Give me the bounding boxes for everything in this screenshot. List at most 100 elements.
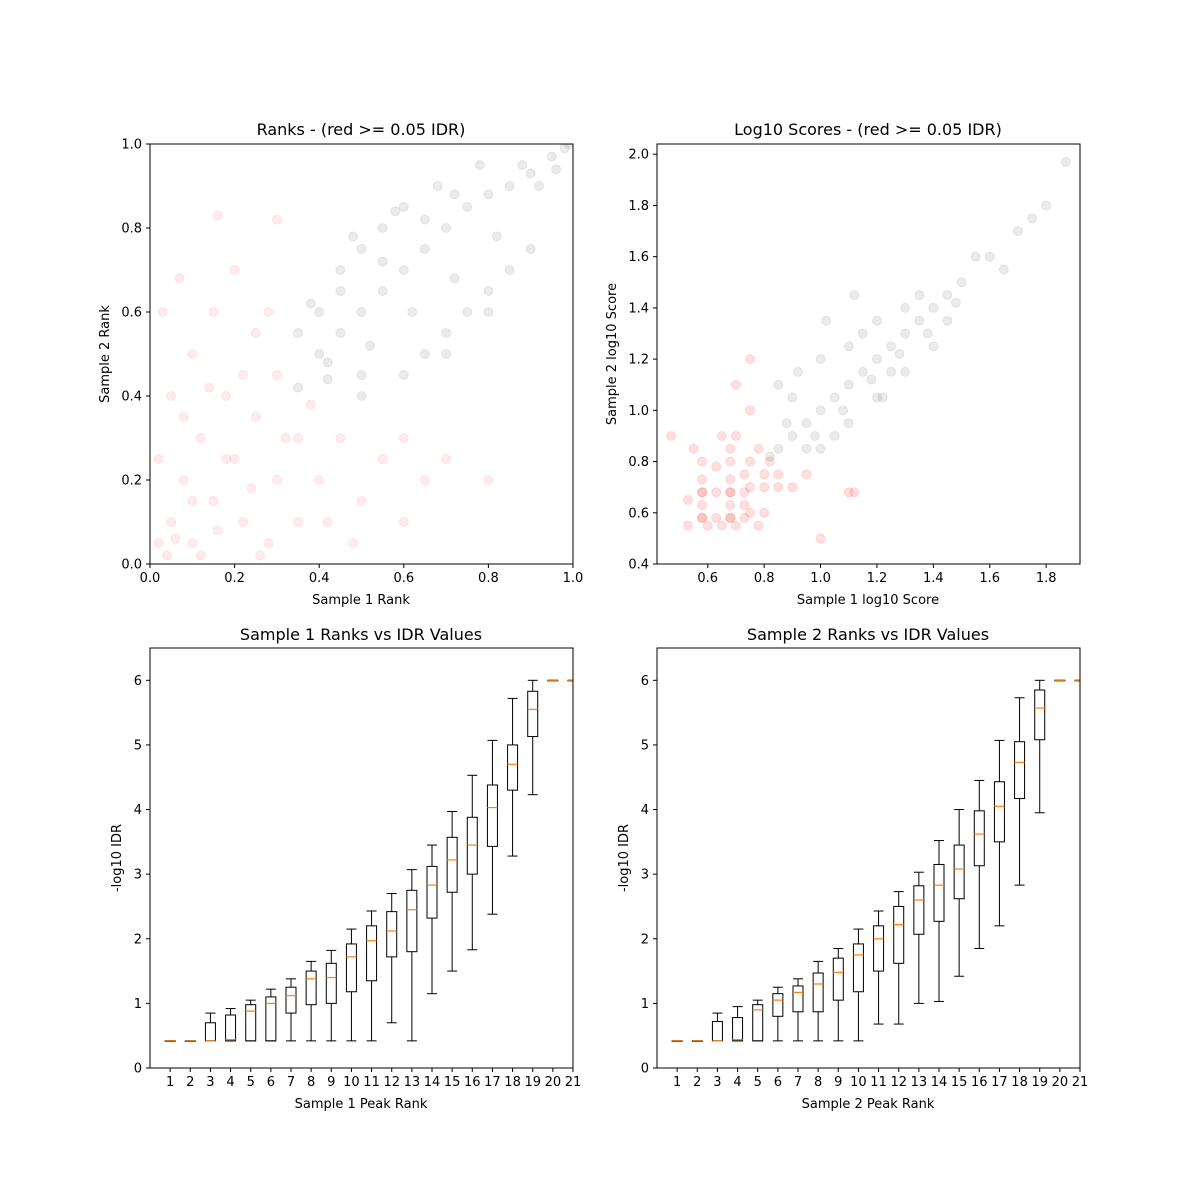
scatter-point-pass <box>419 214 430 225</box>
box-body <box>305 970 317 1006</box>
scatter-point-pass <box>348 231 359 242</box>
scatter-point-fail <box>263 538 274 548</box>
scatter-point-fail <box>725 443 736 454</box>
scatter-point-fail <box>745 354 756 365</box>
scatter-point-fail <box>725 512 736 523</box>
axes-frame-s1 <box>149 647 574 1069</box>
x-tick-label: 1.0 <box>563 571 584 586</box>
box-body <box>386 911 398 958</box>
y-tick-label: 0.0 <box>121 558 142 573</box>
scatter-point-fail <box>815 533 826 544</box>
scatter-point-pass <box>314 307 325 317</box>
scatter-point-pass <box>449 189 460 200</box>
scatter-point-pass <box>815 405 826 416</box>
scatter-point-pass <box>491 231 502 242</box>
y-tick-label: 1.0 <box>628 404 649 419</box>
scatter-point-pass <box>773 379 784 390</box>
chart-title-ranks: Ranks - (red >= 0.05 IDR) <box>257 120 466 139</box>
x-tick-label: 4 <box>733 1075 741 1090</box>
scatter-point-pass <box>1041 200 1052 211</box>
y-tick-label: 4 <box>641 803 649 818</box>
scatter-point-pass <box>356 370 367 380</box>
scatter-point-pass <box>504 181 515 191</box>
scatter-point-fail <box>271 214 282 225</box>
scatter-point-fail <box>683 520 694 531</box>
scatter-point-fail <box>739 500 750 511</box>
scatter-point-fail <box>250 328 261 338</box>
x-tick-label: 0.8 <box>478 571 499 586</box>
scatter-point-fail <box>739 487 750 498</box>
scatter-point-pass <box>483 286 494 296</box>
scatter-point-fail <box>229 265 240 275</box>
y-tick-label: 3 <box>134 868 142 883</box>
scatter-point-pass <box>970 251 981 262</box>
scatter-point-fail <box>153 538 164 548</box>
scatter-point-pass <box>787 392 798 403</box>
y-tick-label: 6 <box>641 674 649 689</box>
scatter-point-pass <box>398 265 409 275</box>
scatter-point-pass <box>335 328 346 338</box>
scatter-point-pass <box>314 349 325 359</box>
y-tick-label: 3 <box>641 868 649 883</box>
scatter-point-fail <box>305 399 316 410</box>
scatter-point-fail <box>739 469 750 480</box>
scatter-point-pass <box>398 202 409 212</box>
box-body <box>527 690 539 738</box>
scatter-point-fail <box>688 443 699 454</box>
scatter-point-fail <box>745 507 756 518</box>
x-tick-label: 21 <box>565 1075 582 1090</box>
scatter-point-fail <box>843 487 854 498</box>
scatter-point-fail <box>398 517 409 527</box>
scatter-point-fail <box>441 454 452 464</box>
box-body <box>812 972 824 1013</box>
scatter-point-pass <box>922 328 933 339</box>
box-body <box>873 925 885 972</box>
scatter-point-fail <box>221 454 232 464</box>
x-tick-label: 19 <box>524 1075 541 1090</box>
x-axis-label-ranks: Sample 1 Rank <box>312 593 410 608</box>
y-tick-label: 0.2 <box>121 474 142 489</box>
x-tick-label: 9 <box>327 1075 335 1090</box>
scatter-point-pass <box>483 189 494 200</box>
scatter-point-fail <box>187 538 198 548</box>
scatter-point-pass <box>517 160 528 170</box>
x-tick-label: 6 <box>774 1075 782 1090</box>
scatter-point-fail <box>254 550 265 561</box>
scatter-point-pass <box>546 151 557 162</box>
chart-title-log10: Log10 Scores - (red >= 0.05 IDR) <box>734 120 1002 139</box>
scatter-point-fail <box>697 512 708 523</box>
x-tick-label: 8 <box>307 1075 315 1090</box>
scatter-point-fail <box>730 379 741 390</box>
scatter-point-fail <box>263 307 274 317</box>
scatter-point-fail <box>419 475 430 485</box>
scatter-point-fail <box>725 487 736 498</box>
scatter-point-pass <box>900 366 911 377</box>
scatter-point-fail <box>725 474 736 485</box>
scatter-point-pass <box>462 307 473 317</box>
x-tick-label: 3 <box>713 1075 721 1090</box>
scatter-point-pass <box>474 160 485 170</box>
scatter-point-fail <box>697 474 708 485</box>
x-tick-label: 0.2 <box>224 571 245 586</box>
scatter-point-pass <box>956 277 967 288</box>
scatter-point-pass <box>950 297 961 308</box>
scatter-point-pass <box>356 244 367 254</box>
x-tick-label: 1 <box>166 1075 174 1090</box>
y-tick-label: 2 <box>641 932 649 947</box>
scatter-point-fail <box>174 273 185 284</box>
box-body <box>285 986 297 1014</box>
scatter-point-fail <box>697 487 708 498</box>
scatter-point-pass <box>335 286 346 296</box>
x-axis-label-log10: Sample 1 log10 Score <box>797 593 939 608</box>
x-tick-label: 18 <box>1011 1075 1028 1090</box>
box-body <box>325 962 337 1004</box>
scatter-point-fail <box>773 482 784 493</box>
x-tick-label: 9 <box>834 1075 842 1090</box>
scatter-point-fail <box>745 482 756 493</box>
x-tick-label: 1.2 <box>867 571 888 586</box>
x-tick-label: 17 <box>991 1075 1008 1090</box>
marks-log10 <box>666 156 1071 544</box>
scatter-point-fail <box>666 430 677 441</box>
